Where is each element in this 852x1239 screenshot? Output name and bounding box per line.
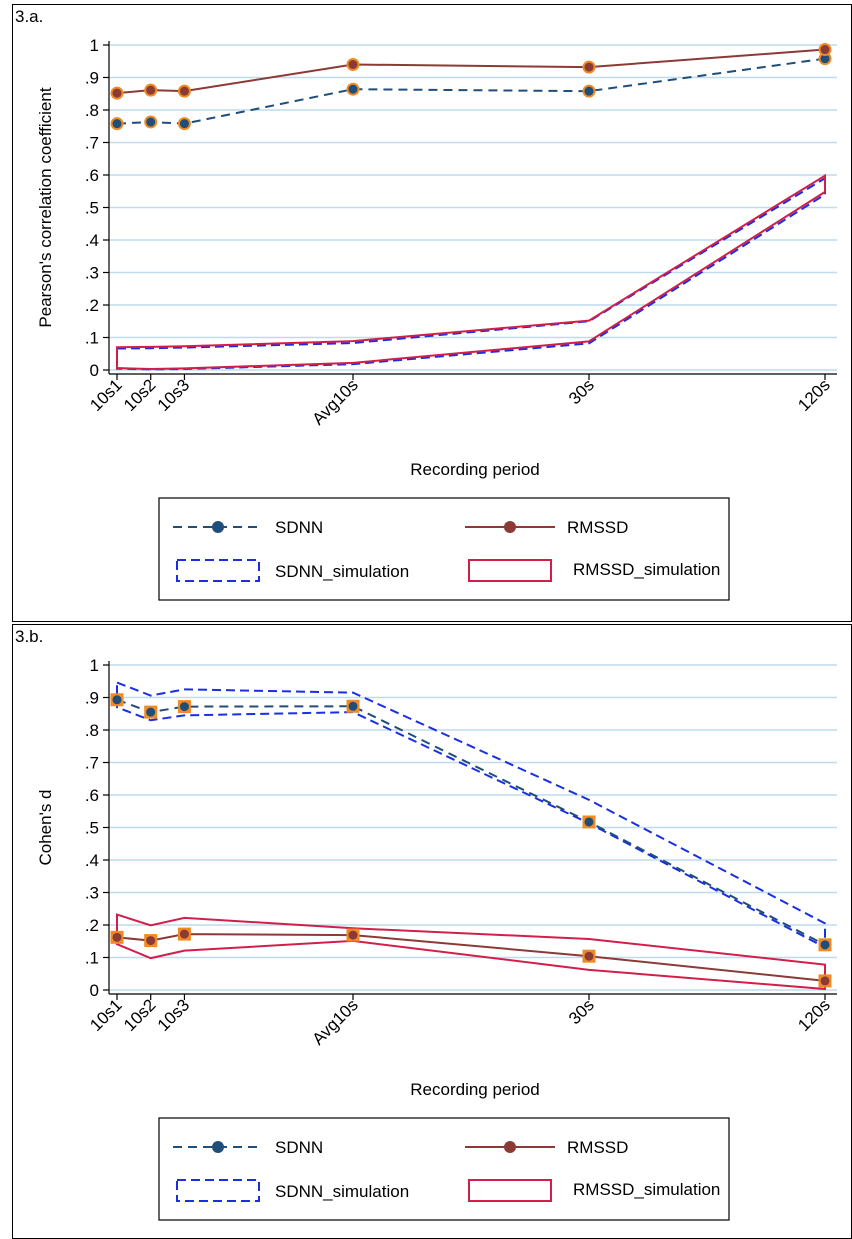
y-tick-label: .3	[85, 264, 99, 283]
y-tick-label: .8	[85, 721, 99, 740]
y-tick-label: .5	[85, 199, 99, 218]
y-tick-label: .6	[85, 166, 99, 185]
panel-label: 3.b.	[15, 627, 44, 646]
y-tick-label: .1	[85, 949, 99, 968]
legend-rmssd-simulation-label: RMSSD_simulation	[573, 1180, 720, 1199]
x-tick-label: 10s1	[86, 995, 126, 1035]
y-tick-label: .4	[85, 851, 99, 870]
rmssd-simulation-band	[116, 173, 826, 371]
chart-panel-a: 3.a. 0 .1 .2 .3 .4 .5 .6 .7 .8 .9 1 10s1 10s2 10s3 Avg…	[12, 4, 852, 622]
y-tick-label: .4	[85, 231, 99, 250]
legend-rmssd-simulation-label: RMSSD_simulation	[573, 560, 720, 579]
y-tick-label: .9	[85, 689, 99, 708]
sdnn-point-core	[112, 695, 122, 705]
x-tick-label: 10s1	[86, 375, 126, 415]
y-tick-label: 0	[90, 361, 99, 380]
y-tick-label: 1	[90, 36, 99, 55]
x-tick-label: 120s	[794, 995, 834, 1035]
sdnn-point-core	[348, 84, 358, 94]
legend-sdnn-label: SDNN	[275, 518, 323, 537]
chart-panel-b: 3.b. 0 .1 .2 .3 .4 .5 .6 .7 .8 .9 1 10s1 10s2 10s3 Avg…	[12, 624, 852, 1239]
legend-sdnn-simulation-label: SDNN_simulation	[275, 1182, 409, 1201]
x-tick-label: 30s	[565, 375, 598, 408]
rmssd-point-core	[146, 936, 156, 946]
legend-rmssd-label: RMSSD	[567, 518, 628, 537]
legend-sdnn-simulation-swatch	[176, 1179, 260, 1202]
legend-rmssd-marker	[504, 521, 516, 533]
y-tick-label: .8	[85, 101, 99, 120]
y-tick-label: 1	[90, 656, 99, 675]
rmssd-simulation-band	[116, 913, 826, 991]
legend-sdnn-marker	[212, 1141, 224, 1153]
rmssd-point-core	[820, 976, 830, 986]
legend-sdnn-label: SDNN	[275, 1138, 323, 1157]
sdnn-point-core	[820, 940, 830, 950]
x-tick-label: 10s2	[120, 375, 160, 415]
x-tick-label: 10s2	[120, 995, 160, 1035]
sdnn-point-core	[348, 701, 358, 711]
y-tick-label: .6	[85, 786, 99, 805]
rmssd-point-core	[112, 88, 122, 98]
x-tick-label: 10s3	[154, 375, 194, 415]
y-axis-title: Pearson's correlation coefficient	[36, 87, 55, 327]
sdnn-point-core	[584, 817, 594, 827]
sdnn-point-core	[112, 119, 122, 129]
x-tick-label: 10s3	[154, 995, 194, 1035]
rmssd-point-core	[179, 929, 189, 939]
legend-rmssd-marker	[504, 1141, 516, 1153]
y-tick-label: .5	[85, 819, 99, 838]
y-axis-title: Cohen's d	[36, 789, 55, 865]
rmssd-point-core	[348, 60, 358, 69]
rmssd-point-core	[820, 45, 830, 55]
rmssd-point-core	[146, 85, 156, 95]
sdnn-point-core	[179, 119, 189, 129]
legend-sdnn-simulation-swatch	[176, 559, 260, 582]
legend-rmssd-simulation-swatch	[468, 559, 552, 582]
y-tick-label: .7	[85, 134, 99, 153]
sdnn-point-core	[146, 707, 156, 717]
sdnn-series-line	[116, 57, 826, 125]
sdnn-point-core	[146, 117, 156, 127]
rmssd-point-core	[112, 932, 122, 942]
legend-sdnn-marker	[212, 521, 224, 533]
x-axis-title: Recording period	[410, 460, 539, 479]
panel-label: 3.a.	[15, 7, 44, 26]
x-tick-label: Avg10s	[309, 995, 362, 1048]
x-tick-label: 120s	[794, 375, 834, 415]
legend-box	[158, 1117, 730, 1221]
rmssd-point-core	[179, 86, 189, 96]
legend-sdnn-simulation-label: SDNN_simulation	[275, 562, 409, 581]
y-tick-label: .3	[85, 884, 99, 903]
x-tick-label: 30s	[565, 995, 598, 1028]
y-tick-label: .2	[85, 916, 99, 935]
sdnn-simulation-band	[116, 681, 826, 950]
y-tick-label: .9	[85, 69, 99, 88]
x-tick-label: Avg10s	[309, 375, 362, 428]
y-tick-label: .7	[85, 754, 99, 773]
rmssd-point-core	[584, 62, 594, 72]
y-tick-label: .2	[85, 296, 99, 315]
y-tick-label: .1	[85, 329, 99, 348]
rmssd-point-core	[348, 930, 358, 940]
sdnn-point-core	[820, 54, 830, 64]
sdnn-series-line	[116, 698, 826, 946]
rmssd-point-core	[584, 951, 594, 961]
legend-rmssd-label: RMSSD	[567, 1138, 628, 1157]
legend-box	[158, 497, 730, 601]
legend-rmssd-simulation-swatch	[468, 1179, 552, 1202]
x-axis-title: Recording period	[410, 1080, 539, 1099]
sdnn-point-core	[584, 86, 594, 96]
sdnn-point-core	[179, 702, 189, 712]
y-tick-label: 0	[90, 981, 99, 1000]
rmssd-series-line	[116, 48, 826, 95]
